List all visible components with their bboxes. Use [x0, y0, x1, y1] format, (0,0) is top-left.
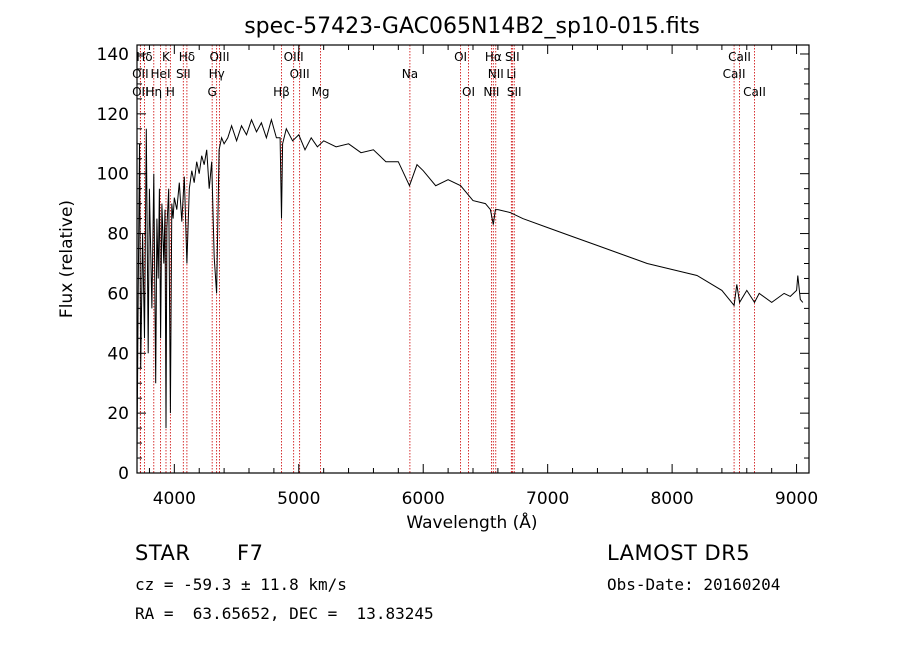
- x-axis-ticks: 4000 5000 6000 7000 8000 9000: [148, 45, 818, 509]
- x-tick-label: 5000: [277, 489, 320, 509]
- line-markers: [139, 45, 755, 473]
- marker-label: NII: [483, 85, 499, 99]
- marker-label: OIII: [290, 67, 310, 81]
- plot-frame: [136, 44, 810, 474]
- y-tick-label: 20: [107, 404, 129, 424]
- marker-label: SII: [176, 67, 191, 81]
- marker-label: OIII: [209, 50, 229, 64]
- y-tick-label: 0: [118, 464, 129, 484]
- x-tick-label: 7000: [526, 489, 569, 509]
- marker-label: H: [166, 85, 175, 99]
- y-tick-label: 100: [97, 165, 129, 185]
- marker-label: Hδ: [136, 50, 152, 64]
- marker-label: CaII: [723, 67, 746, 81]
- y-tick-label: 40: [107, 344, 129, 364]
- x-tick-label: 6000: [402, 489, 445, 509]
- y-axis-label: Flux (relative): [57, 200, 77, 318]
- marker-label: OIII: [284, 50, 304, 64]
- marker-label: Hδ: [179, 50, 195, 64]
- x-axis-label: Wavelength (Å): [406, 511, 537, 533]
- spectrum-line: [136, 117, 804, 459]
- object-class: STAR: [135, 541, 191, 565]
- marker-label: OI: [454, 50, 467, 64]
- x-tick-label: 9000: [775, 489, 818, 509]
- marker-label: Hα: [485, 50, 502, 64]
- marker-label: Li: [506, 67, 516, 81]
- marker-label: K: [162, 50, 171, 64]
- y-tick-label: 60: [107, 284, 129, 304]
- y-tick-label: 120: [97, 105, 129, 125]
- survey-name: LAMOST DR5: [607, 541, 751, 565]
- marker-label: Mg: [312, 85, 330, 99]
- y-tick-label: 80: [107, 225, 129, 245]
- marker-label: Hβ: [273, 85, 290, 99]
- marker-label: Hη: [145, 85, 162, 99]
- x-tick-label: 8000: [650, 489, 693, 509]
- x-tick-label: 4000: [153, 489, 196, 509]
- y-tick-label: 140: [97, 45, 129, 65]
- spectral-subclass: F7: [237, 541, 264, 565]
- marker-label: Na: [402, 67, 418, 81]
- chart-title: spec-57423-GAC065N14B2_sp10-015.fits: [244, 14, 700, 39]
- marker-label: OI: [462, 85, 475, 99]
- marker-label: G: [208, 85, 217, 99]
- marker-label: Hγ: [209, 67, 225, 81]
- marker-label: NII: [488, 67, 504, 81]
- marker-label: SII: [507, 85, 522, 99]
- marker-label: HeI: [151, 67, 171, 81]
- marker-label: CaII: [743, 85, 766, 99]
- redshift-cz: cz = -59.3 ± 11.8 km/s: [135, 575, 347, 594]
- marker-label: OII: [132, 67, 149, 81]
- marker-label: CaII: [728, 50, 751, 64]
- y-axis-ticks: 0 20 40 60 80 100 120 140: [97, 45, 809, 484]
- obs-date: Obs-Date: 20160204: [607, 575, 781, 594]
- marker-label: SII: [505, 50, 520, 64]
- coordinates: RA = 63.65652, DEC = 13.83245: [135, 604, 434, 623]
- marker-label: OII: [132, 85, 149, 99]
